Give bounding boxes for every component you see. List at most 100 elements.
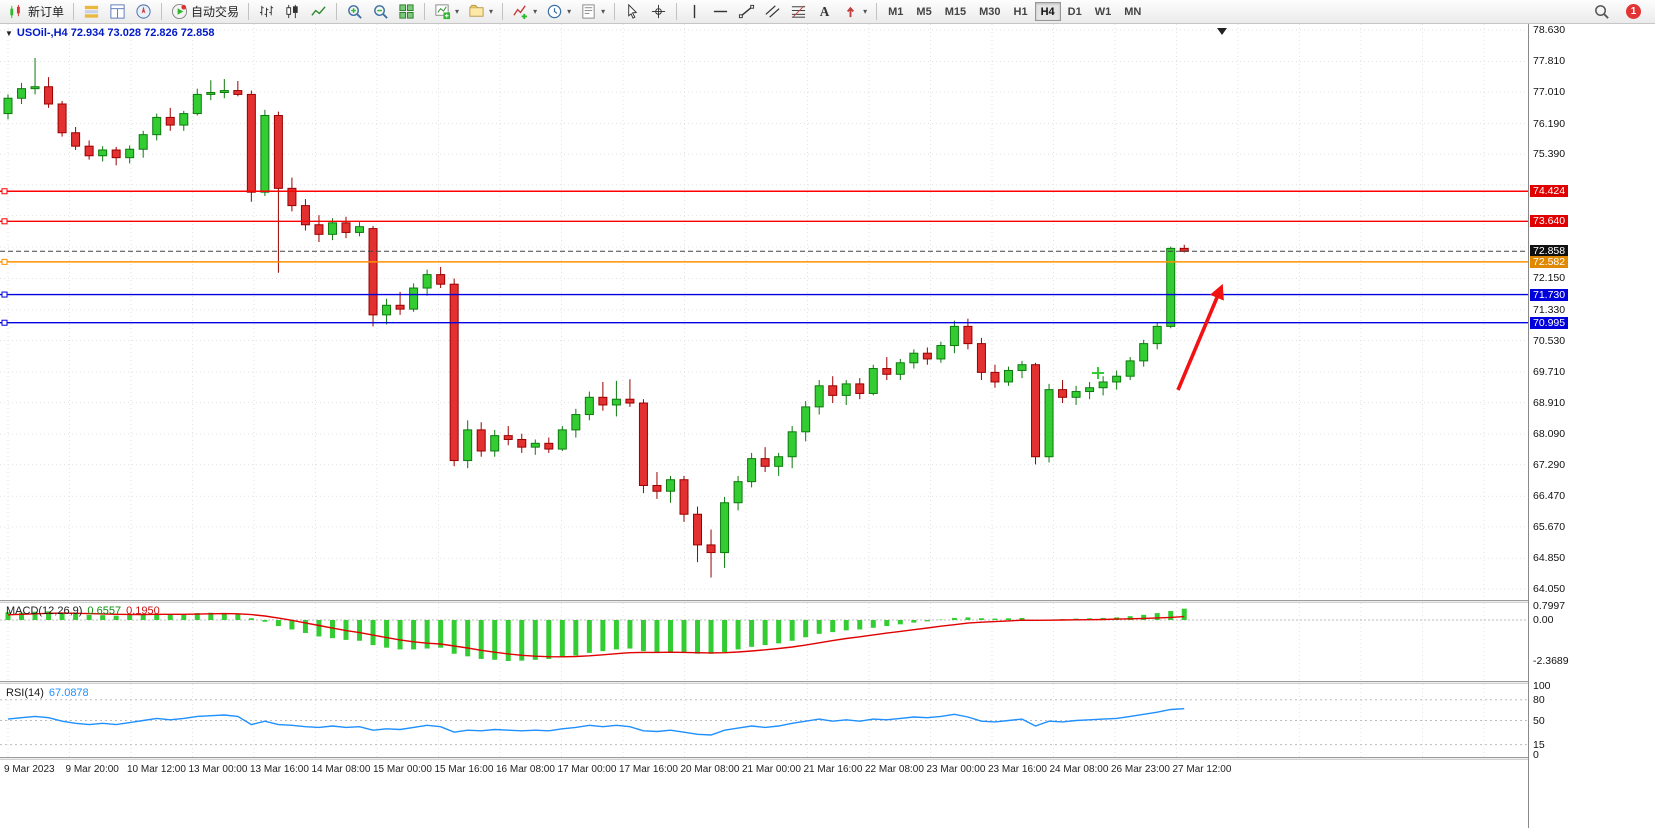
periods-button[interactable]: ▾ [542,2,575,22]
axis-tick-label: 68.910 [1533,396,1566,409]
cross-marker[interactable] [1092,367,1104,379]
horizontal-line-button[interactable] [708,2,733,22]
tile-windows-icon [399,4,414,19]
price-badge: 71.730 [1530,288,1569,301]
rsi-indicator-label: RSI(14) 67.0878 [6,687,94,699]
line-handle[interactable] [1,218,8,225]
fibonacci-button[interactable] [786,2,811,22]
trendline-icon [739,4,755,19]
rsi-panel[interactable] [0,684,1528,757]
toolbar-separator [676,3,678,20]
timeframe-h1-button[interactable]: H1 [1008,2,1034,21]
zoom-out-button[interactable] [368,2,393,22]
line-handle[interactable] [1,258,8,265]
text-icon: A [820,4,830,19]
cursor-button[interactable] [620,2,645,22]
panel-divider-rsi[interactable] [0,681,1655,684]
time-axis-label: 22 Mar 08:00 [865,764,924,775]
timeframe-m30-button[interactable]: M30 [973,2,1006,21]
timeframe-mn-button[interactable]: MN [1118,2,1147,21]
new-chart-button[interactable]: ▾ [430,2,463,22]
time-axis-label: 23 Mar 16:00 [988,764,1047,775]
arrows-button[interactable]: ▾ [838,2,871,22]
line-handle[interactable] [1,319,8,326]
price-chart-panel[interactable] [0,24,1528,600]
price-badge: 72.582 [1530,255,1569,268]
trendline-button[interactable] [734,2,759,22]
toolbar-separator [248,3,250,20]
channel-icon [765,5,780,18]
periods-icon [547,4,562,19]
axis-tick-label: 67.290 [1533,458,1566,471]
time-axis-label: 10 Mar 12:00 [127,764,186,775]
toolbar-separator [161,3,163,20]
navigator-icon [136,4,151,19]
axis-tick-label: 75.390 [1533,148,1566,161]
price-badge: 74.424 [1530,185,1569,198]
axis-tick-label: -2.3689 [1533,654,1569,667]
fibonacci-icon [791,5,806,18]
object-anchor-icon[interactable] [1217,28,1227,35]
timeframe-m5-button[interactable]: M5 [910,2,937,21]
timeframe-m1-button[interactable]: M1 [882,2,909,21]
axis-tick-label: 100 [1533,680,1551,692]
toolbar-separator [424,3,426,20]
axis-tick-label: 77.810 [1533,55,1566,68]
timeframe-m15-button[interactable]: M15 [939,2,972,21]
new-order-button[interactable]: 新订单 [4,2,68,22]
timeframe-w1-button[interactable]: W1 [1089,2,1118,21]
candlestick-chart-button[interactable] [280,2,305,22]
arrow-annotation[interactable] [1176,283,1224,391]
candlestick-icon [286,4,298,19]
line-chart-button[interactable] [306,2,331,22]
vertical-line-button[interactable] [682,2,707,22]
bar-chart-button[interactable] [254,2,279,22]
search-button[interactable] [1589,2,1614,22]
symbol-ohlc-label: USOil-,H4 72.934 73.028 72.826 72.858 [16,27,215,39]
timeframe-h4-button[interactable]: H4 [1034,2,1061,21]
auto-trading-button[interactable]: 自动交易 [167,2,243,22]
toolbar-separator [614,3,616,20]
toolbar-separator [876,3,878,20]
time-axis-label: 13 Mar 00:00 [188,764,248,775]
price-badge: 73.640 [1530,215,1569,228]
text-label-button[interactable]: A [812,2,837,22]
panel-divider-macd[interactable] [0,600,1655,603]
macd-signal-value: 0.1950 [126,605,160,617]
line-handle[interactable] [1,188,8,195]
axis-tick-label: 80 [1533,693,1545,706]
templates-button[interactable]: ▾ [576,2,609,22]
dropdown-arrow-icon: ▾ [567,7,572,16]
time-axis-label: 21 Mar 00:00 [742,764,801,775]
market-watch-button[interactable] [79,2,104,22]
data-window-button[interactable] [105,2,130,22]
axis-tick-label: 68.090 [1533,428,1566,441]
price-badge: 72.858 [1530,245,1569,258]
profiles-button[interactable]: ▾ [464,2,497,22]
axis-tick-label: 72.150 [1533,272,1566,285]
vertical-line-icon [693,4,696,19]
time-axis-label: 13 Mar 16:00 [250,764,309,775]
time-axis-label: 21 Mar 16:00 [803,764,863,775]
tile-windows-button[interactable] [394,2,419,22]
axis-tick-label: 50 [1533,714,1545,727]
search-icon [1595,5,1609,19]
notifications-button[interactable]: 1 [1622,2,1645,22]
navigator-button[interactable] [131,2,156,22]
macd-panel[interactable] [0,603,1528,681]
crosshair-button[interactable] [646,2,671,22]
indicators-icon [513,5,527,20]
channel-button[interactable] [760,2,785,22]
crosshair-icon [651,4,666,19]
indicators-button[interactable]: ▾ [508,2,541,22]
macd-indicator-label: MACD(12,26,9) 0.6557 0.1950 [6,605,165,617]
line-handle[interactable] [1,291,8,298]
zoom-in-button[interactable] [342,2,367,22]
time-axis-label: 9 Mar 20:00 [65,764,119,775]
axis-tick-label: 69.710 [1533,365,1566,378]
one-click-trading-toggle-icon[interactable]: ▼ [5,28,13,38]
timeframe-d1-button[interactable]: D1 [1062,2,1088,21]
axis-tick-label: 64.850 [1533,552,1566,565]
time-axis-label: 27 Mar 12:00 [1172,764,1232,775]
toolbar-separator [502,3,504,20]
